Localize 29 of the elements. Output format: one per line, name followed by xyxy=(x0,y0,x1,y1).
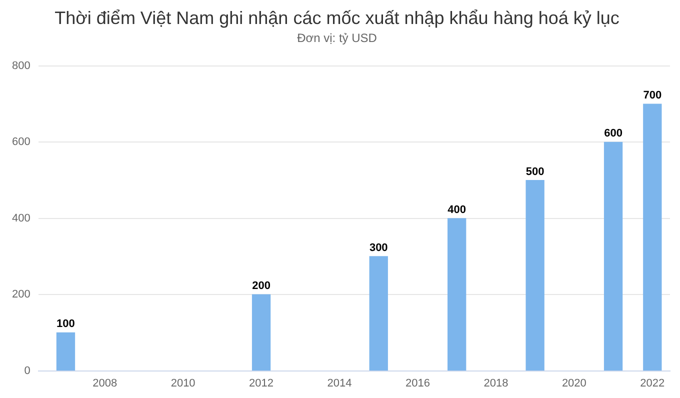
data-label: 500 xyxy=(526,166,544,178)
bar xyxy=(252,294,271,371)
data-label: 400 xyxy=(448,204,466,216)
x-tick-label: 2014 xyxy=(327,377,352,390)
data-label: 600 xyxy=(604,128,622,140)
bar xyxy=(448,218,466,371)
bar xyxy=(369,256,388,371)
x-tick-label: 2018 xyxy=(484,377,508,390)
bar xyxy=(526,180,544,371)
bar xyxy=(643,104,662,371)
bar xyxy=(56,332,76,371)
y-tick-label: 400 xyxy=(12,212,30,224)
y-tick-label: 600 xyxy=(12,136,30,148)
data-label: 300 xyxy=(369,242,388,254)
x-tick-label: 2022 xyxy=(640,377,665,390)
data-label: 200 xyxy=(252,280,270,292)
x-tick-label: 2020 xyxy=(562,377,586,390)
bar xyxy=(604,142,623,371)
chart-title: Thời điểm Việt Nam ghi nhận các mốc xuất nhập khẩu hàng hoá kỷ lục xyxy=(54,8,620,28)
x-tick-label: 2010 xyxy=(170,377,196,390)
x-tick-label: 2016 xyxy=(405,377,430,390)
data-label: 700 xyxy=(643,90,662,102)
chart-subtitle: Đơn vị: tỷ USD xyxy=(297,31,378,46)
y-tick-label: 200 xyxy=(12,288,30,301)
data-label: 100 xyxy=(56,318,75,330)
x-tick-label: 2012 xyxy=(249,377,274,390)
y-tick-label: 0 xyxy=(24,364,30,377)
x-tick-label: 2008 xyxy=(92,377,118,390)
y-tick-label: 800 xyxy=(12,60,30,72)
